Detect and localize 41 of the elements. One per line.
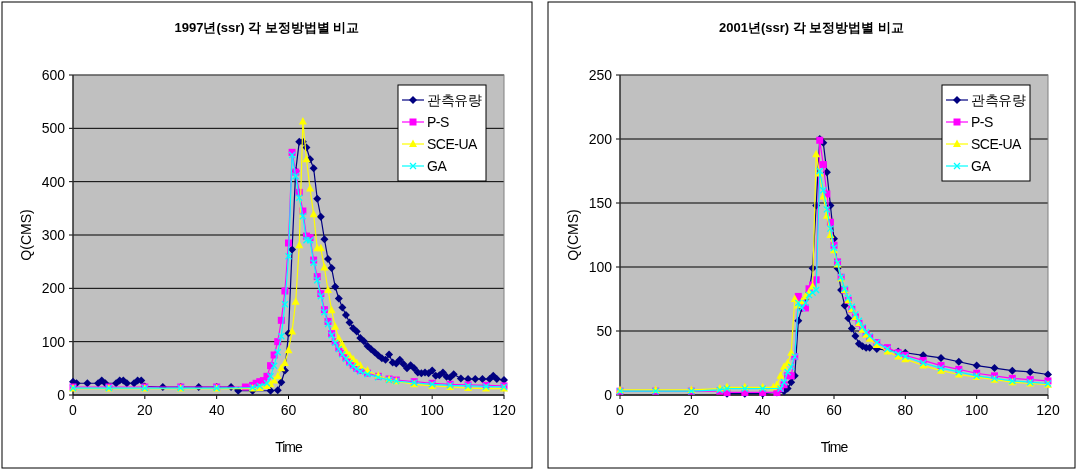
x-tick-label: 100 bbox=[420, 402, 445, 418]
legend-label: 관측유량 bbox=[427, 92, 482, 108]
y-tick-label: 100 bbox=[41, 333, 66, 350]
legend-label: P-S bbox=[971, 114, 993, 130]
x-axis-title: Time bbox=[820, 439, 849, 455]
y-tick-label: 0 bbox=[57, 387, 66, 403]
chart-title: 2001년(ssr) 각 보정방법별 비교 bbox=[719, 20, 904, 35]
y-axis-title: Q(CMS) bbox=[18, 209, 34, 261]
chart-title: 1997년(ssr) 각 보정방법별 비교 bbox=[174, 20, 360, 35]
y-tick-label: 150 bbox=[588, 195, 613, 211]
x-tick-label: 100 bbox=[964, 402, 989, 418]
x-tick-label: 20 bbox=[683, 402, 700, 418]
legend-label: GA bbox=[971, 158, 992, 174]
y-tick-label: 100 bbox=[588, 259, 613, 275]
y-tick-label: 300 bbox=[41, 227, 66, 243]
legend-label: SCE-UA bbox=[427, 136, 479, 152]
x-tick-label: 120 bbox=[1036, 402, 1060, 418]
y-tick-label: 200 bbox=[41, 280, 66, 297]
x-tick-label: 0 bbox=[616, 402, 625, 418]
legend-label: SCE-UA bbox=[971, 136, 1023, 152]
x-tick-label: 40 bbox=[754, 402, 771, 418]
x-tick-label: 40 bbox=[208, 402, 225, 418]
y-tick-label: 500 bbox=[41, 120, 66, 137]
x-tick-label: 80 bbox=[897, 402, 914, 418]
x-axis-title: Time bbox=[275, 439, 304, 455]
y-tick-label: 250 bbox=[588, 67, 613, 83]
y-tick-label: 50 bbox=[596, 323, 613, 339]
x-tick-label: 120 bbox=[492, 402, 516, 418]
x-tick-label: 60 bbox=[826, 402, 842, 418]
y-tick-label: 400 bbox=[41, 173, 66, 190]
y-tick-label: 0 bbox=[604, 387, 613, 403]
x-tick-label: 0 bbox=[69, 402, 78, 418]
y-axis-title: Q(CMS) bbox=[565, 209, 581, 261]
x-tick-label: 20 bbox=[137, 402, 153, 418]
y-tick-label: 600 bbox=[41, 67, 66, 83]
x-tick-label: 60 bbox=[280, 402, 297, 418]
legend-label: GA bbox=[427, 158, 448, 174]
legend-label: 관측유량 bbox=[971, 92, 1026, 108]
x-tick-label: 80 bbox=[352, 402, 369, 418]
y-tick-label: 200 bbox=[588, 131, 613, 147]
legend-label: P-S bbox=[427, 114, 449, 130]
